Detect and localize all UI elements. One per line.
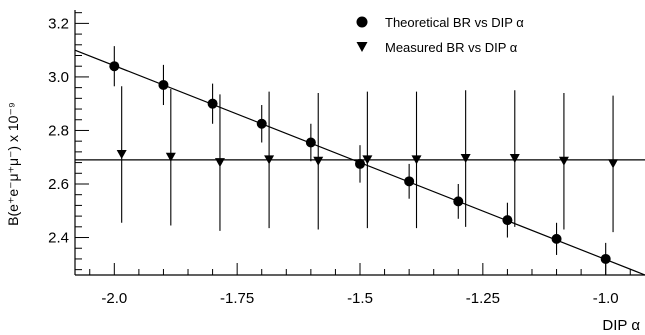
data-point-circle <box>502 215 513 226</box>
x-tick-label: -1.75 <box>220 290 254 307</box>
data-point-triangle <box>116 150 127 160</box>
data-point-circle <box>207 98 218 109</box>
data-point-triangle <box>460 154 471 164</box>
series-triangle-down <box>116 86 619 233</box>
x-tick-label: -1.0 <box>593 290 619 307</box>
data-point-circle <box>256 118 267 129</box>
data-point-circle <box>453 196 464 207</box>
data-point-triangle <box>362 155 373 165</box>
y-tick-label: 3.0 <box>48 69 69 86</box>
data-point-circle <box>158 79 169 90</box>
data-point-circle <box>305 137 316 148</box>
data-point-circle <box>404 176 415 187</box>
series-layer <box>109 46 619 275</box>
data-point-triangle <box>558 156 569 166</box>
y-tick-label: 2.6 <box>48 176 69 193</box>
series-circle <box>109 46 611 275</box>
y-axis-label: B(e⁺e⁻μ⁺μ⁻) x 10⁻⁹ <box>5 102 21 226</box>
y-tick-label: 2.4 <box>48 230 69 247</box>
data-point-triangle <box>165 152 176 162</box>
data-point-triangle <box>608 159 619 169</box>
data-point-circle <box>355 158 365 169</box>
legend: Theoretical BR vs DIP α Measured BR vs DI… <box>356 15 524 55</box>
x-tick-label: -1.25 <box>466 290 500 307</box>
data-point-triangle <box>264 155 275 165</box>
data-point-triangle <box>509 154 520 164</box>
data-point-triangle <box>411 155 422 165</box>
y-tick-label: 3.2 <box>48 15 69 32</box>
data-point-circle <box>551 233 562 244</box>
legend-label: Measured BR vs DIP α <box>385 40 518 55</box>
data-point-circle <box>600 253 611 264</box>
x-tick-label: -1.5 <box>347 290 373 307</box>
data-point-circle <box>109 61 120 72</box>
x-axis: -2.0 -1.75 -1.5 -1.25 -1.0 <box>89 263 631 307</box>
legend-marker-circle <box>356 16 368 28</box>
data-point-triangle <box>313 156 324 166</box>
y-tick-label: 2.8 <box>48 122 69 139</box>
legend-marker-triangle <box>356 42 368 52</box>
x-tick-label: -2.0 <box>101 290 127 307</box>
x-axis-label: DIP α <box>602 317 640 334</box>
data-point-triangle <box>214 158 225 168</box>
legend-label: Theoretical BR vs DIP α <box>385 15 524 30</box>
y-axis: 2.4 2.6 2.8 3.0 3.2 <box>48 12 89 271</box>
